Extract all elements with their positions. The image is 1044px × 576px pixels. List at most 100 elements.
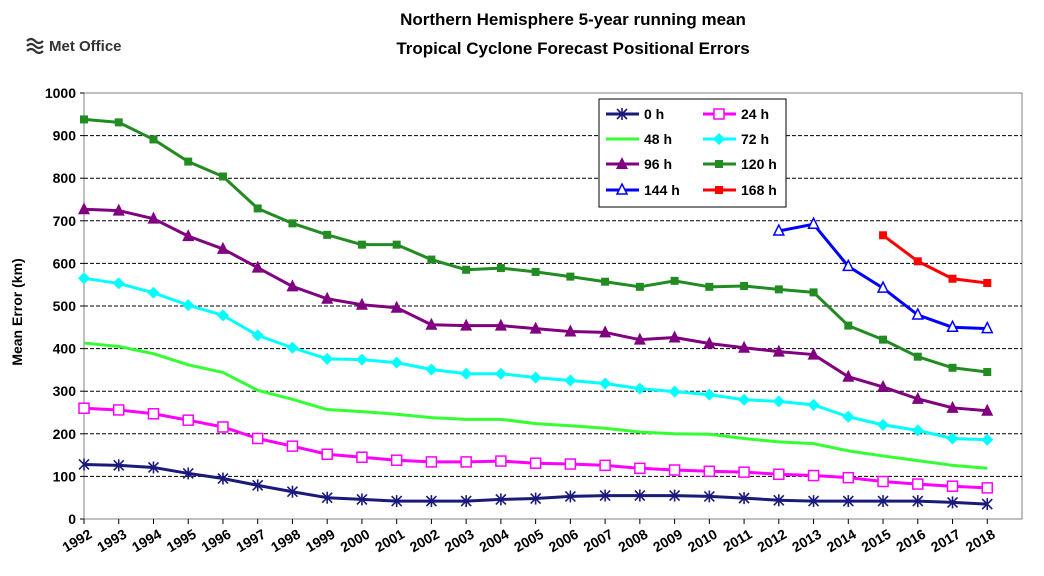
data-point-star (286, 485, 299, 498)
chart-title-line-2: Tropical Cyclone Forecast Positional Err… (396, 39, 749, 58)
data-point (911, 391, 924, 404)
data-point-star (842, 495, 854, 508)
legend-label: 0 h (644, 106, 664, 122)
data-point (460, 318, 473, 331)
data-point-star (599, 489, 611, 502)
data-point (425, 363, 438, 376)
data-point (288, 219, 297, 228)
series-group (78, 115, 994, 511)
series-line (882, 234, 988, 285)
data-point (80, 115, 88, 124)
data-point (78, 202, 90, 215)
x-tick-label: 2014 (824, 526, 859, 556)
data-point-star (321, 491, 333, 504)
data-point-star (946, 496, 959, 509)
series-72h (78, 272, 994, 446)
legend-item: 24 h (703, 106, 769, 122)
data-point (286, 279, 299, 292)
data-point (633, 382, 646, 395)
series-0h (78, 458, 993, 511)
data-point (946, 319, 959, 333)
data-point (251, 432, 264, 445)
data-point (842, 471, 855, 484)
data-point (911, 307, 924, 320)
data-point (740, 281, 749, 290)
data-point-star (634, 489, 646, 502)
data-point (981, 433, 994, 446)
data-point (112, 277, 125, 290)
data-point (216, 241, 229, 254)
chart-title-line-1: Northern Hemisphere 5-year running mean (400, 10, 746, 29)
y-axis-title: Mean Error (km) (9, 258, 25, 365)
data-point (390, 300, 403, 313)
data-point (703, 336, 716, 349)
data-point (425, 317, 438, 330)
data-point (738, 393, 751, 406)
legend-item: 144 h (606, 182, 680, 198)
data-point-star (356, 493, 368, 506)
data-point (842, 369, 855, 382)
legend-label: 72 h (741, 131, 769, 147)
data-point (495, 455, 507, 467)
data-point (321, 448, 333, 460)
series-168h (879, 231, 992, 287)
legend-label: 120 h (741, 156, 777, 172)
data-point (529, 321, 542, 334)
data-point (599, 377, 612, 390)
data-point (912, 478, 924, 490)
data-point (529, 457, 542, 469)
data-point (911, 424, 924, 437)
series-144h (772, 216, 994, 334)
data-point (981, 320, 994, 334)
legend-item: 168 h (703, 182, 777, 198)
data-point (738, 466, 750, 478)
data-point (149, 135, 158, 144)
data-point (913, 257, 922, 266)
legend-label: 48 h (644, 131, 672, 147)
data-point (772, 223, 786, 236)
data-point-star (669, 489, 681, 502)
data-point (529, 371, 542, 384)
data-point (286, 440, 299, 452)
data-point (703, 388, 716, 401)
data-point (842, 258, 855, 272)
x-tick-label: 2010 (685, 526, 720, 556)
met-office-wave-icon (26, 37, 44, 55)
data-point (616, 157, 628, 169)
data-point (981, 482, 994, 494)
x-tick-label: 2006 (546, 526, 581, 556)
data-point (390, 454, 403, 466)
x-tick-label: 1993 (94, 526, 129, 556)
data-point (114, 118, 123, 127)
data-point (807, 398, 820, 411)
data-point (877, 418, 890, 431)
data-point (713, 108, 725, 120)
data-point (635, 282, 644, 291)
met-office-logo: Met Office (26, 37, 122, 55)
y-tick-label: 200 (53, 426, 77, 442)
legend-item: 0 h (606, 106, 664, 122)
data-point-star (616, 108, 628, 120)
data-point (807, 216, 820, 229)
legend-label: 168 h (741, 182, 777, 198)
data-point (844, 321, 853, 330)
data-point (218, 172, 227, 181)
series-48h (83, 341, 988, 470)
x-tick-label: 2017 (928, 526, 963, 556)
data-point (112, 404, 125, 416)
data-point-star (912, 495, 924, 508)
logo-text: Met Office (49, 38, 122, 55)
legend-item: 48 h (606, 131, 672, 147)
data-point (772, 344, 785, 357)
y-tick-label: 1000 (45, 85, 76, 101)
x-tick-label: 2005 (511, 526, 546, 556)
data-point (946, 432, 959, 445)
data-point-star (877, 495, 889, 508)
x-tick-label: 2008 (615, 526, 650, 556)
x-tick-label: 2004 (476, 526, 511, 556)
data-point (876, 280, 890, 293)
data-point (633, 332, 646, 345)
data-point (321, 291, 334, 304)
x-tick-label: 2007 (581, 526, 616, 556)
legend-item: 120 h (703, 156, 777, 172)
